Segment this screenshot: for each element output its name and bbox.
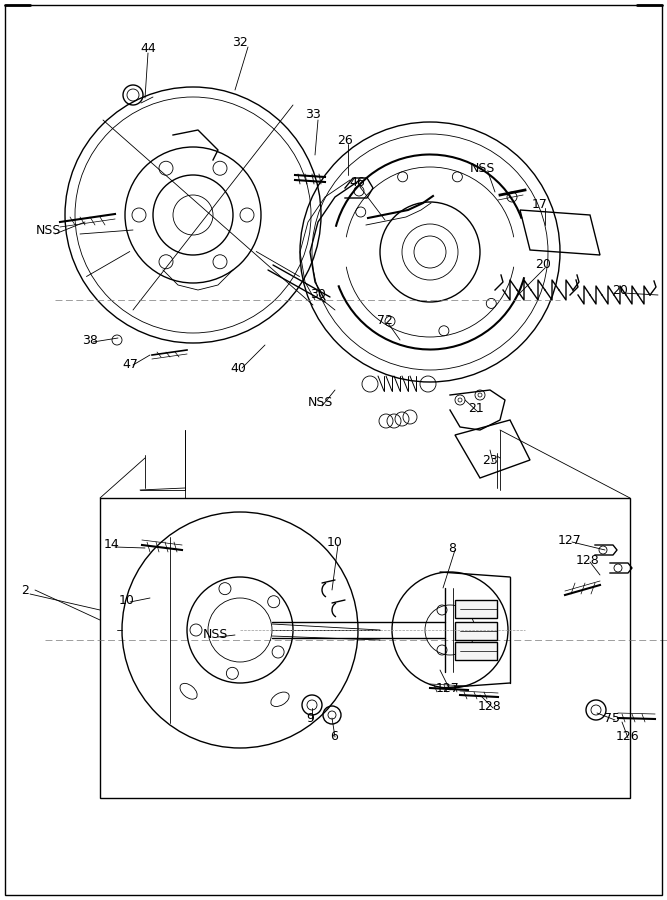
Text: 21: 21: [468, 401, 484, 415]
Text: 30: 30: [310, 289, 326, 302]
Text: 128: 128: [576, 554, 600, 566]
Text: NSS: NSS: [35, 223, 61, 237]
Text: 127: 127: [558, 534, 582, 546]
Text: 72: 72: [377, 313, 393, 327]
Text: 126: 126: [615, 731, 639, 743]
Bar: [455, 622, 497, 640]
Text: 127: 127: [436, 681, 460, 695]
Text: 44: 44: [140, 41, 156, 55]
Text: 23: 23: [482, 454, 498, 466]
Text: 75: 75: [604, 712, 620, 724]
Text: 38: 38: [82, 334, 98, 346]
Text: NSS: NSS: [202, 628, 227, 642]
Text: 47: 47: [122, 358, 138, 372]
Text: 17: 17: [532, 199, 548, 212]
Text: 33: 33: [305, 109, 321, 122]
Text: 8: 8: [448, 542, 456, 554]
Text: 14: 14: [104, 538, 120, 552]
Text: NSS: NSS: [470, 161, 495, 175]
Bar: [100, 498, 630, 798]
Text: 20: 20: [535, 258, 551, 272]
Text: 32: 32: [232, 35, 248, 49]
Text: 6: 6: [330, 731, 338, 743]
Bar: [455, 642, 497, 660]
Text: 46: 46: [349, 176, 365, 190]
Text: 10: 10: [119, 593, 135, 607]
Text: 20: 20: [612, 284, 628, 296]
Text: 2: 2: [21, 583, 29, 597]
Text: 128: 128: [478, 699, 502, 713]
Text: 40: 40: [230, 362, 246, 374]
Text: 10: 10: [327, 536, 343, 548]
Text: NSS: NSS: [307, 397, 333, 410]
Text: 26: 26: [337, 133, 353, 147]
Text: 9: 9: [306, 712, 314, 724]
Bar: [455, 600, 497, 618]
